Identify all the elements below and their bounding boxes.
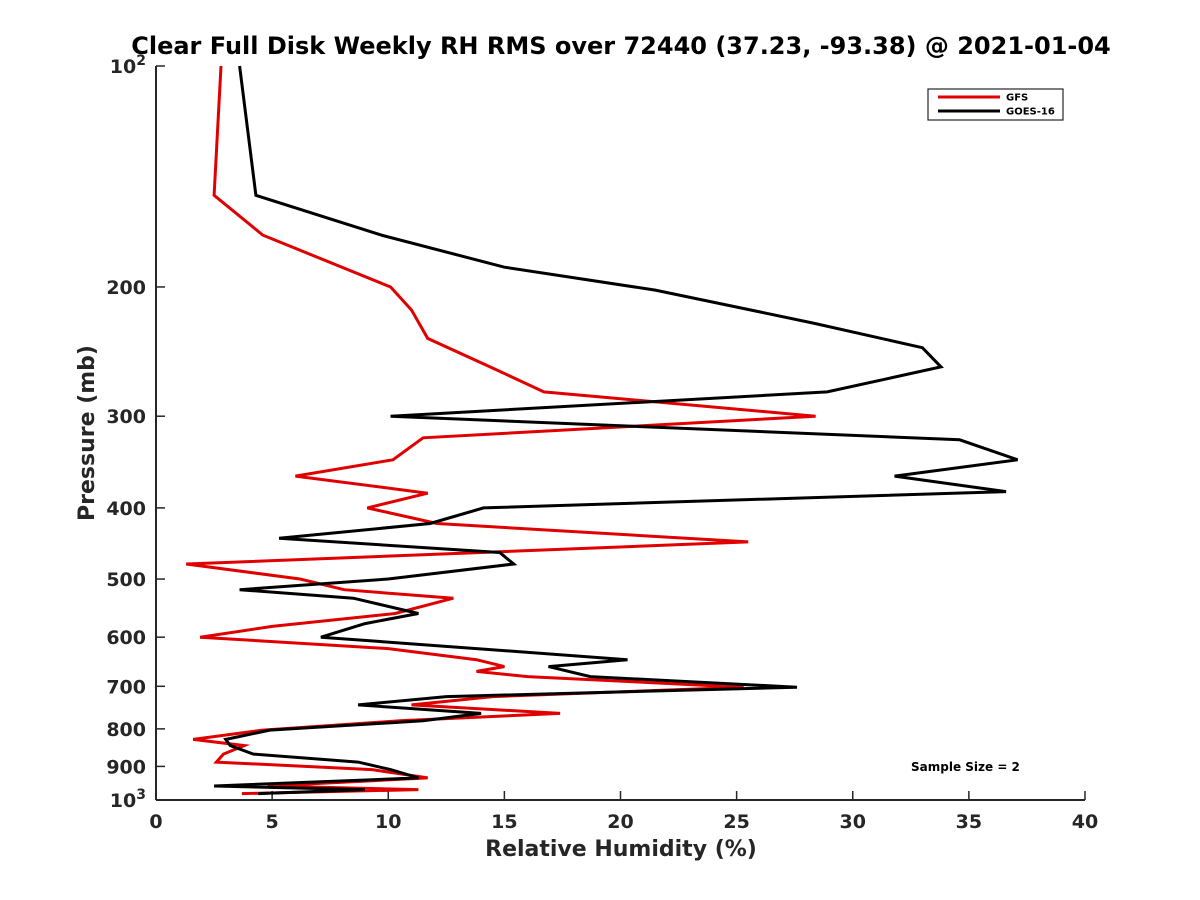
plot-area xyxy=(155,66,1085,801)
y-axis-label: Pressure (mb) xyxy=(75,345,100,521)
x-tick-label: 20 xyxy=(607,811,633,833)
y-tick-label: 400 xyxy=(106,498,146,520)
x-tick-label: 25 xyxy=(723,811,749,833)
y-tick-label: 900 xyxy=(106,756,146,778)
x-ticks: 0 5 10 15 20 25 30 35 40 xyxy=(149,791,1098,833)
legend-label: GFS xyxy=(1006,93,1028,104)
legend-label: GOES-16 xyxy=(1006,107,1055,118)
y-tick-label: 500 xyxy=(106,569,146,591)
x-tick-label: 5 xyxy=(266,811,279,833)
x-tick-label: 10 xyxy=(375,811,401,833)
legend: GFS GOES-16 xyxy=(927,88,1064,121)
y-tick-label: 700 xyxy=(106,676,146,698)
chart-title: Clear Full Disk Weekly RH RMS over 72440… xyxy=(131,32,1111,60)
x-tick-label: 35 xyxy=(956,811,982,833)
y-tick-label: 103 xyxy=(110,787,146,812)
y-tick-label: 800 xyxy=(106,719,146,741)
sample-size-annotation: Sample Size = 2 xyxy=(911,760,1020,774)
x-tick-label: 15 xyxy=(491,811,517,833)
series-line-goes-16 xyxy=(214,65,1019,796)
y-tick-label: 600 xyxy=(106,627,146,649)
y-tick-label: 102 xyxy=(110,53,146,78)
legend-box xyxy=(927,88,1064,121)
y-tick-label: 200 xyxy=(106,277,146,299)
x-axis-label: Relative Humidity (%) xyxy=(485,837,757,862)
x-tick-label: 30 xyxy=(840,811,866,833)
series-group xyxy=(186,65,1019,796)
y-ticks: 102 200 300 400 500 600 700 800 900 103 xyxy=(106,53,165,812)
y-tick-label: 300 xyxy=(106,406,146,428)
series-line-gfs xyxy=(186,65,816,796)
x-tick-label: 0 xyxy=(149,811,162,833)
x-tick-label: 40 xyxy=(1072,811,1098,833)
